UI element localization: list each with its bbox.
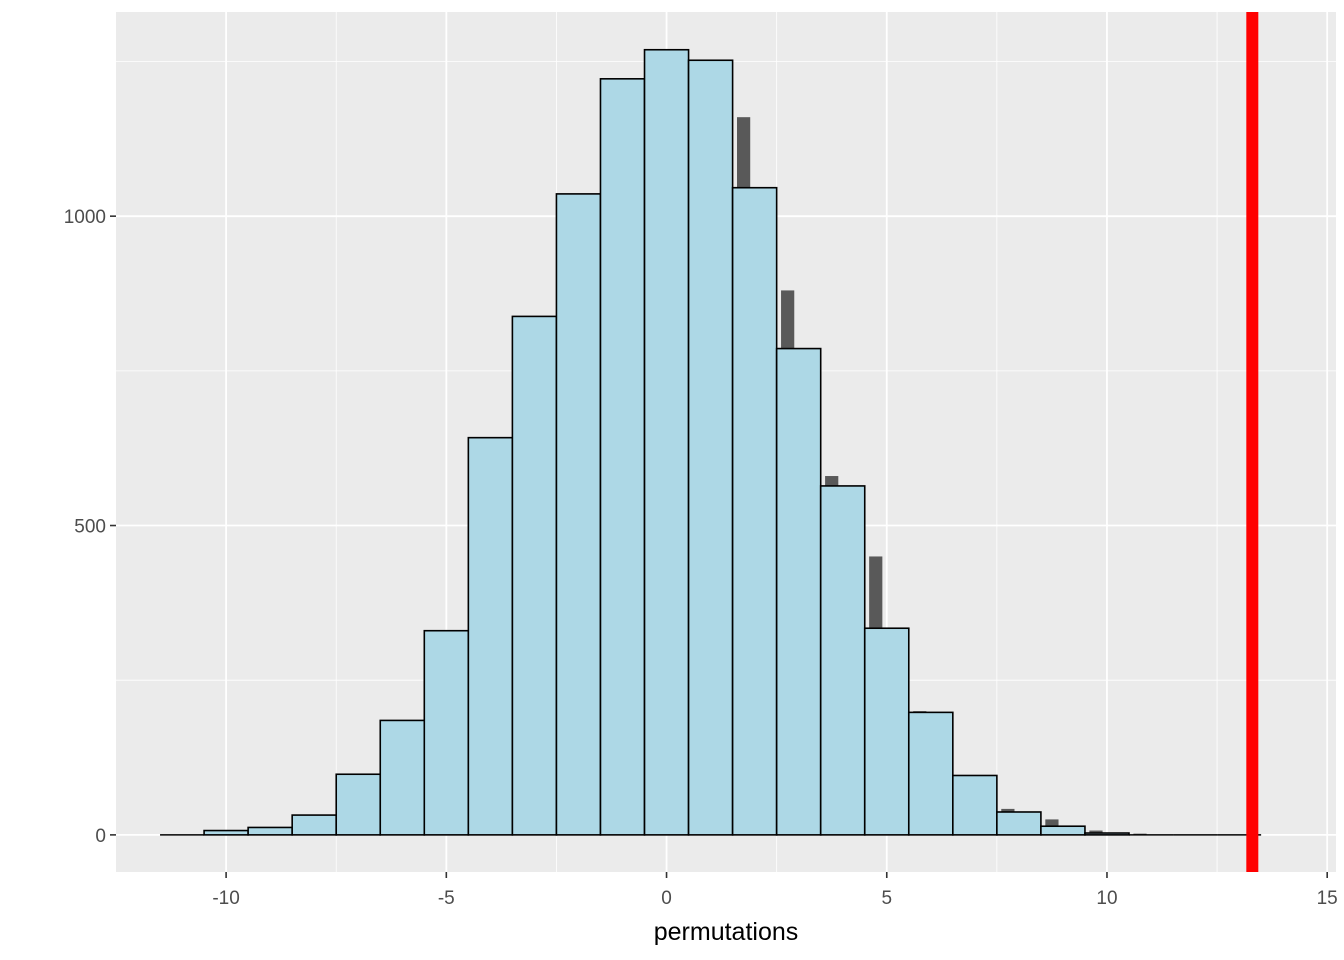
histogram-bar — [1084, 832, 1130, 836]
histogram-bar — [731, 186, 778, 836]
histogram-bar — [952, 774, 998, 836]
x-axis: -10 -5 0 5 10 15 — [212, 872, 1338, 909]
histogram-bar — [1040, 825, 1086, 836]
histogram-bar — [599, 78, 646, 836]
histogram-bar — [291, 814, 338, 836]
histogram-bar — [511, 315, 558, 836]
histogram-bar — [379, 719, 426, 836]
x-tick-label: 10 — [1096, 888, 1117, 909]
histogram-bar — [555, 193, 602, 836]
histogram-bars — [160, 48, 1262, 836]
histogram-bar — [247, 826, 293, 836]
x-tick-label: 15 — [1317, 888, 1338, 909]
y-tick-label: 1000 — [64, 207, 106, 228]
x-tick-label: -10 — [212, 888, 239, 909]
histogram-bar — [335, 773, 382, 836]
y-tick-label: 500 — [74, 517, 106, 538]
y-axis: 0 500 1000 — [64, 207, 116, 847]
histogram-bar — [819, 485, 866, 836]
x-tick-label: 0 — [661, 888, 672, 909]
histogram-bar — [423, 629, 470, 836]
histogram-bar — [467, 436, 514, 836]
x-axis-title: permutations — [654, 918, 799, 946]
y-tick-label: 0 — [95, 826, 106, 847]
histogram-bar — [687, 59, 734, 836]
histogram-bar — [863, 627, 910, 836]
histogram-bar — [907, 711, 954, 836]
histogram-bar — [996, 811, 1042, 836]
x-tick-label: 5 — [881, 888, 892, 909]
histogram-bar — [203, 829, 249, 836]
histogram-bar — [643, 48, 690, 836]
x-tick-label: -5 — [438, 888, 455, 909]
histogram-bar — [775, 347, 822, 836]
